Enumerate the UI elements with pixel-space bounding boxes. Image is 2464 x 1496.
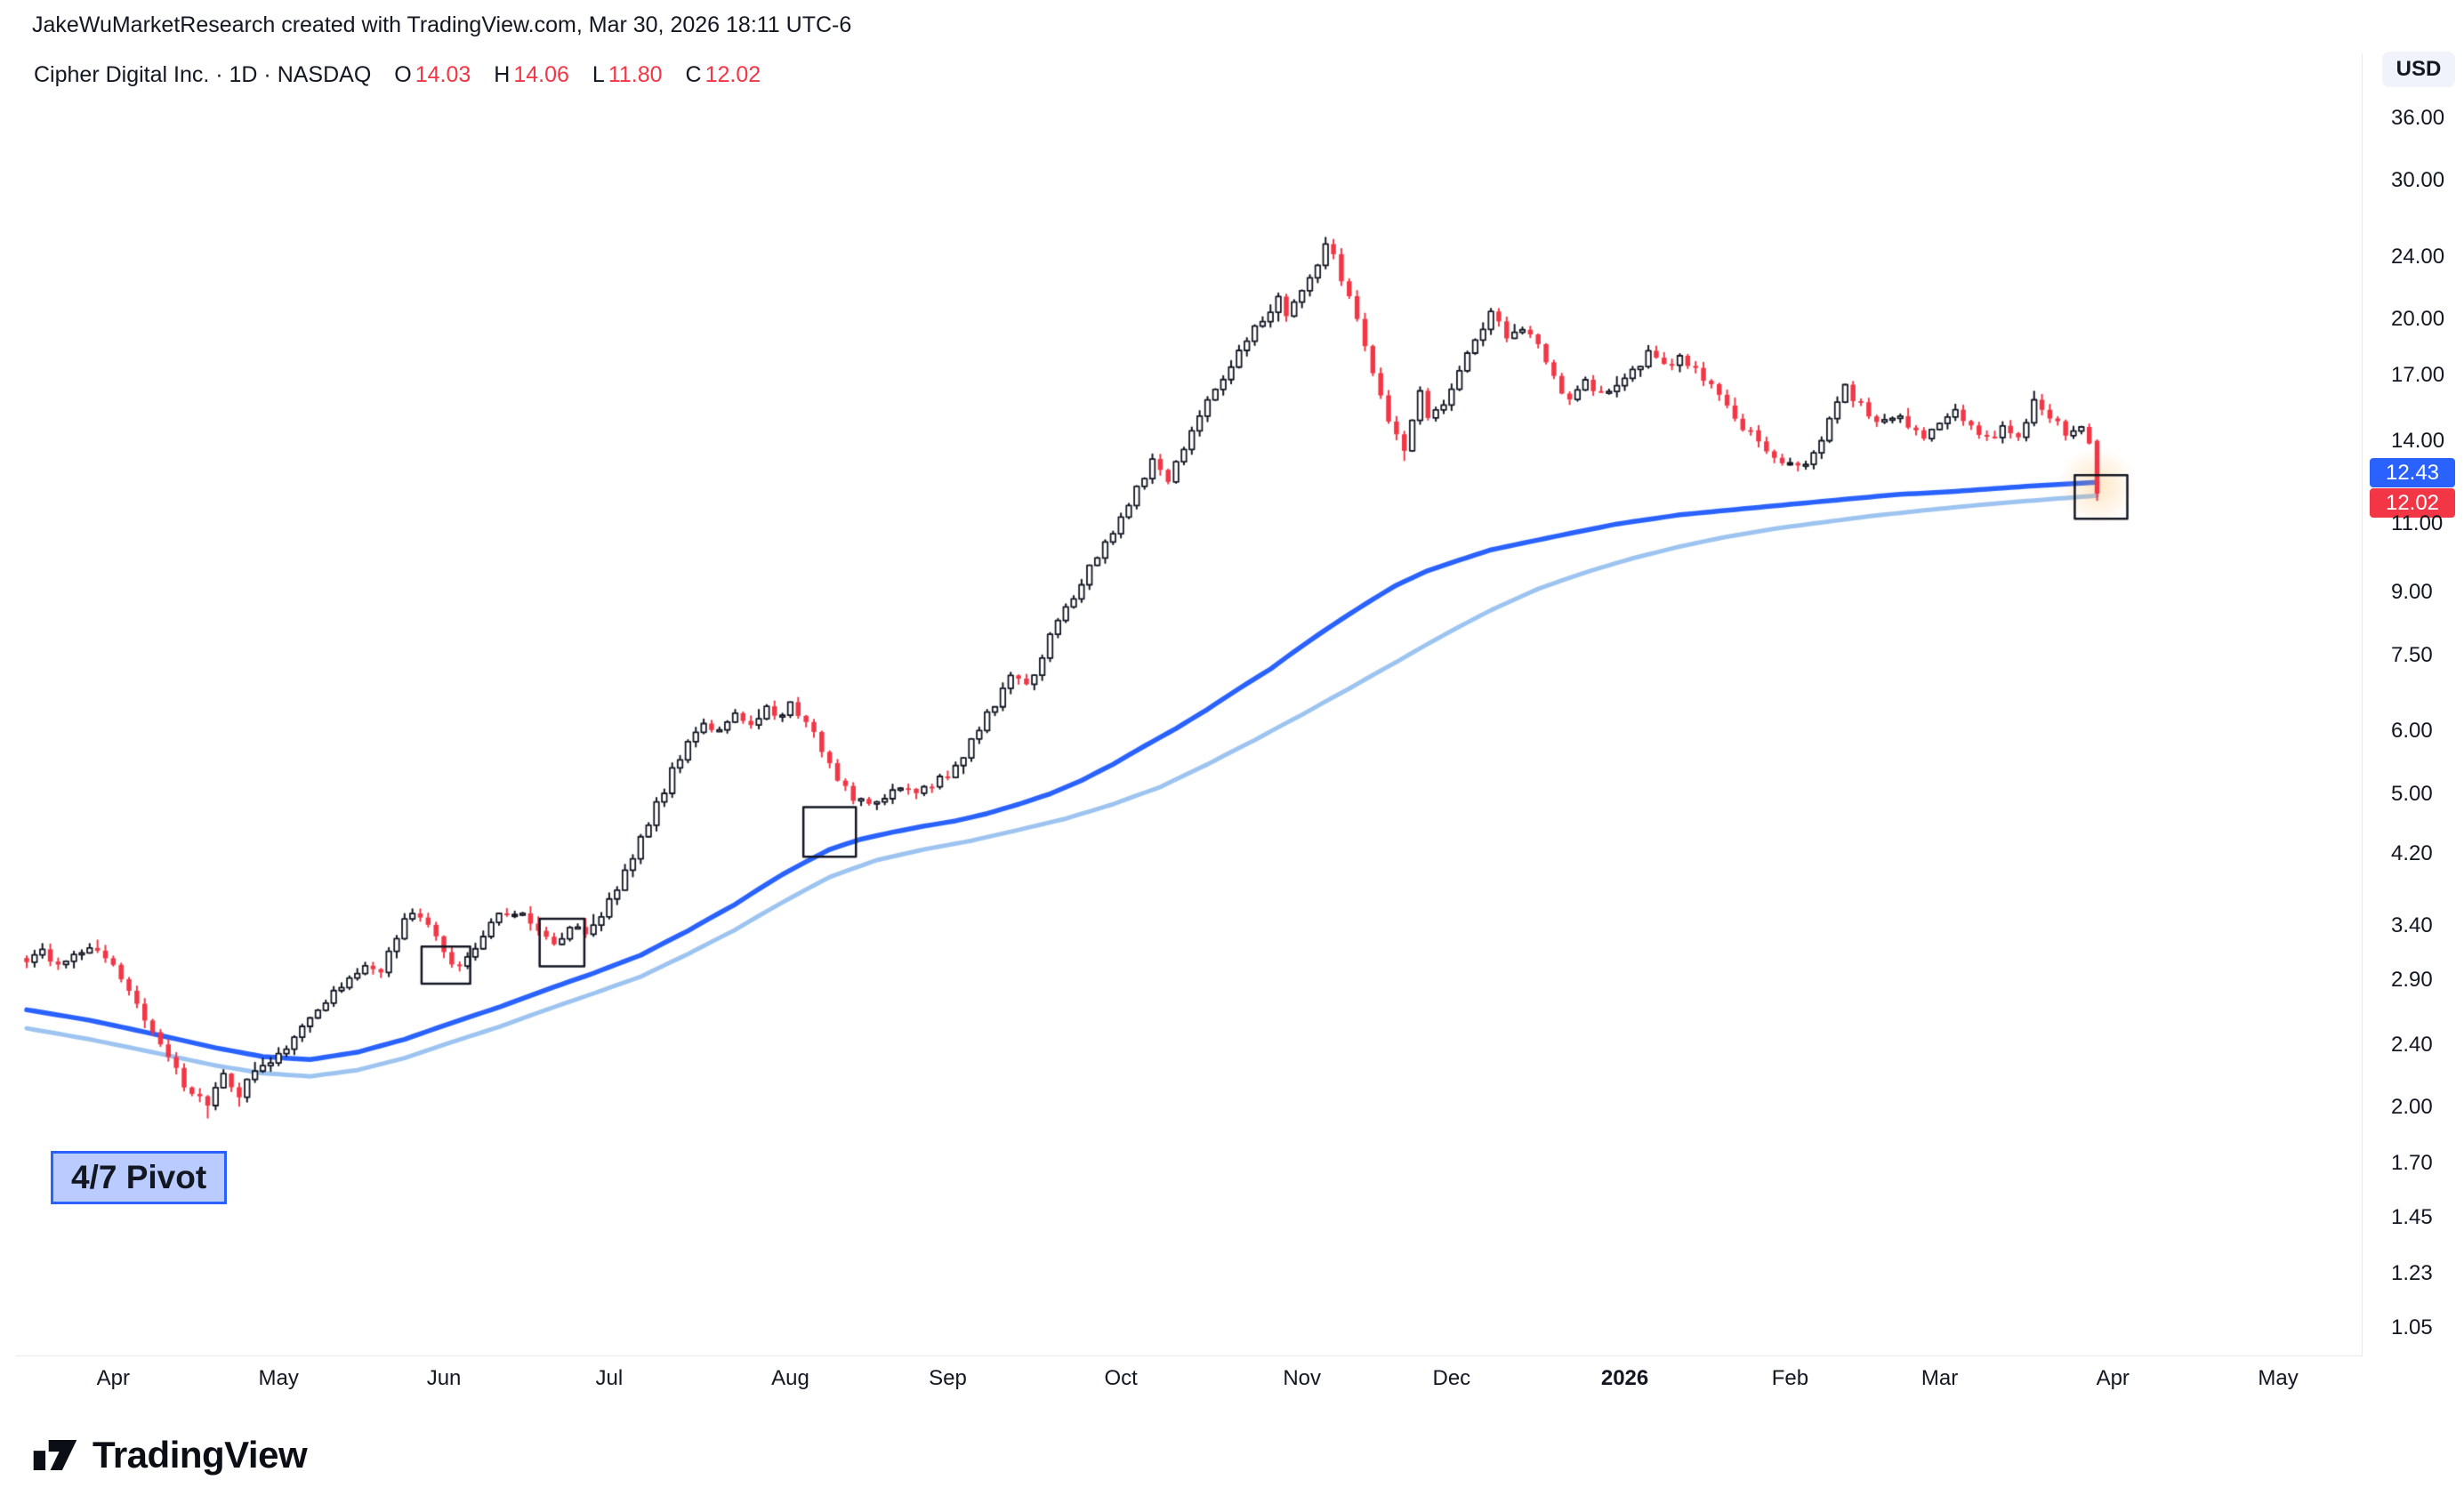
time-axis-label: May <box>2258 1366 2299 1390</box>
ohlc-close: C 12.02 <box>686 62 761 88</box>
price-tick-label: 5.00 <box>2391 781 2433 806</box>
price-axis-separator <box>2362 53 2363 1355</box>
time-axis-label: Sep <box>929 1366 967 1390</box>
price-tick-label: 6.00 <box>2391 719 2433 744</box>
tradingview-brand-link[interactable]: TradingView <box>32 1434 308 1476</box>
price-tick-label: 2.40 <box>2391 1032 2433 1057</box>
time-axis-label: Apr <box>96 1366 131 1390</box>
price-tick-label: 2.00 <box>2391 1095 2433 1120</box>
price-axis[interactable]: 12.43 12.02 36.00 30.00 24.00 20.00 17.00 14.… <box>2363 0 2464 1496</box>
time-axis-label: Jul <box>595 1366 624 1390</box>
price-tick-label: 2.90 <box>2391 968 2433 993</box>
price-tick-label: 1.23 <box>2391 1261 2433 1286</box>
close-label: C <box>685 62 702 87</box>
time-axis-label: Mar <box>1920 1366 1959 1390</box>
price-tick-label: 1.05 <box>2391 1315 2433 1339</box>
price-tick-label: 17.00 <box>2391 362 2445 387</box>
ohlc-open: O 14.03 <box>394 62 471 88</box>
symbol-title[interactable]: Cipher Digital Inc. · 1D · NASDAQ <box>34 62 372 87</box>
low-value: 11.80 <box>608 62 663 87</box>
time-axis-label: May <box>258 1366 299 1390</box>
last-price-badge: 12.02 <box>2370 488 2455 519</box>
price-tick-label: 30.00 <box>2391 168 2445 193</box>
tradingview-logo-icon <box>33 1440 77 1470</box>
ma-price-badge: 12.43 <box>2370 458 2455 488</box>
time-axis-label: Oct <box>1104 1366 1138 1390</box>
price-tick-label: 36.00 <box>2391 106 2445 130</box>
symbol-legend[interactable]: Cipher Digital Inc. · 1D · NASDAQ O 14.03… <box>34 62 761 88</box>
time-axis-label: Aug <box>771 1366 809 1390</box>
price-tick-label: 24.00 <box>2391 245 2445 269</box>
price-tick-label: 1.45 <box>2391 1204 2433 1229</box>
time-axis-label: Dec <box>1432 1366 1471 1390</box>
price-tick-label: 4.20 <box>2391 840 2433 865</box>
price-tick-label: 9.00 <box>2391 580 2433 605</box>
time-axis-separator <box>16 1355 2363 1356</box>
high-label: H <box>494 62 511 87</box>
price-tick-label: 20.00 <box>2391 307 2445 332</box>
close-value: 12.02 <box>705 62 761 87</box>
low-label: L <box>592 62 605 87</box>
open-label: O <box>394 62 412 87</box>
time-axis-label: 2026 <box>1600 1366 1649 1390</box>
time-axis-label: Apr <box>2096 1366 2130 1390</box>
price-tick-label: 1.70 <box>2391 1150 2433 1175</box>
ohlc-high: H 14.06 <box>494 62 569 88</box>
currency-usd-button[interactable]: USD <box>2382 52 2455 87</box>
price-tick-label: 3.40 <box>2391 913 2433 937</box>
high-value: 14.06 <box>513 62 569 87</box>
tradingview-wordmark: TradingView <box>93 1434 308 1476</box>
time-axis-label: Feb <box>1771 1366 1809 1390</box>
time-axis[interactable]: Apr May Jun Jul Aug Sep Oct Nov Dec 2026 Feb Mar Apr… <box>0 1363 2464 1402</box>
price-tick-label: 7.50 <box>2391 642 2433 667</box>
time-axis-label: Jun <box>426 1366 462 1390</box>
price-tick-label: 14.00 <box>2391 429 2445 454</box>
open-value: 14.03 <box>415 62 471 87</box>
time-axis-label: Nov <box>1283 1366 1322 1390</box>
pivot-annotation-label[interactable]: 4/7 Pivot <box>51 1151 228 1204</box>
ohlc-low: L 11.80 <box>592 62 663 88</box>
price-tick-label: 11.00 <box>2391 511 2444 536</box>
